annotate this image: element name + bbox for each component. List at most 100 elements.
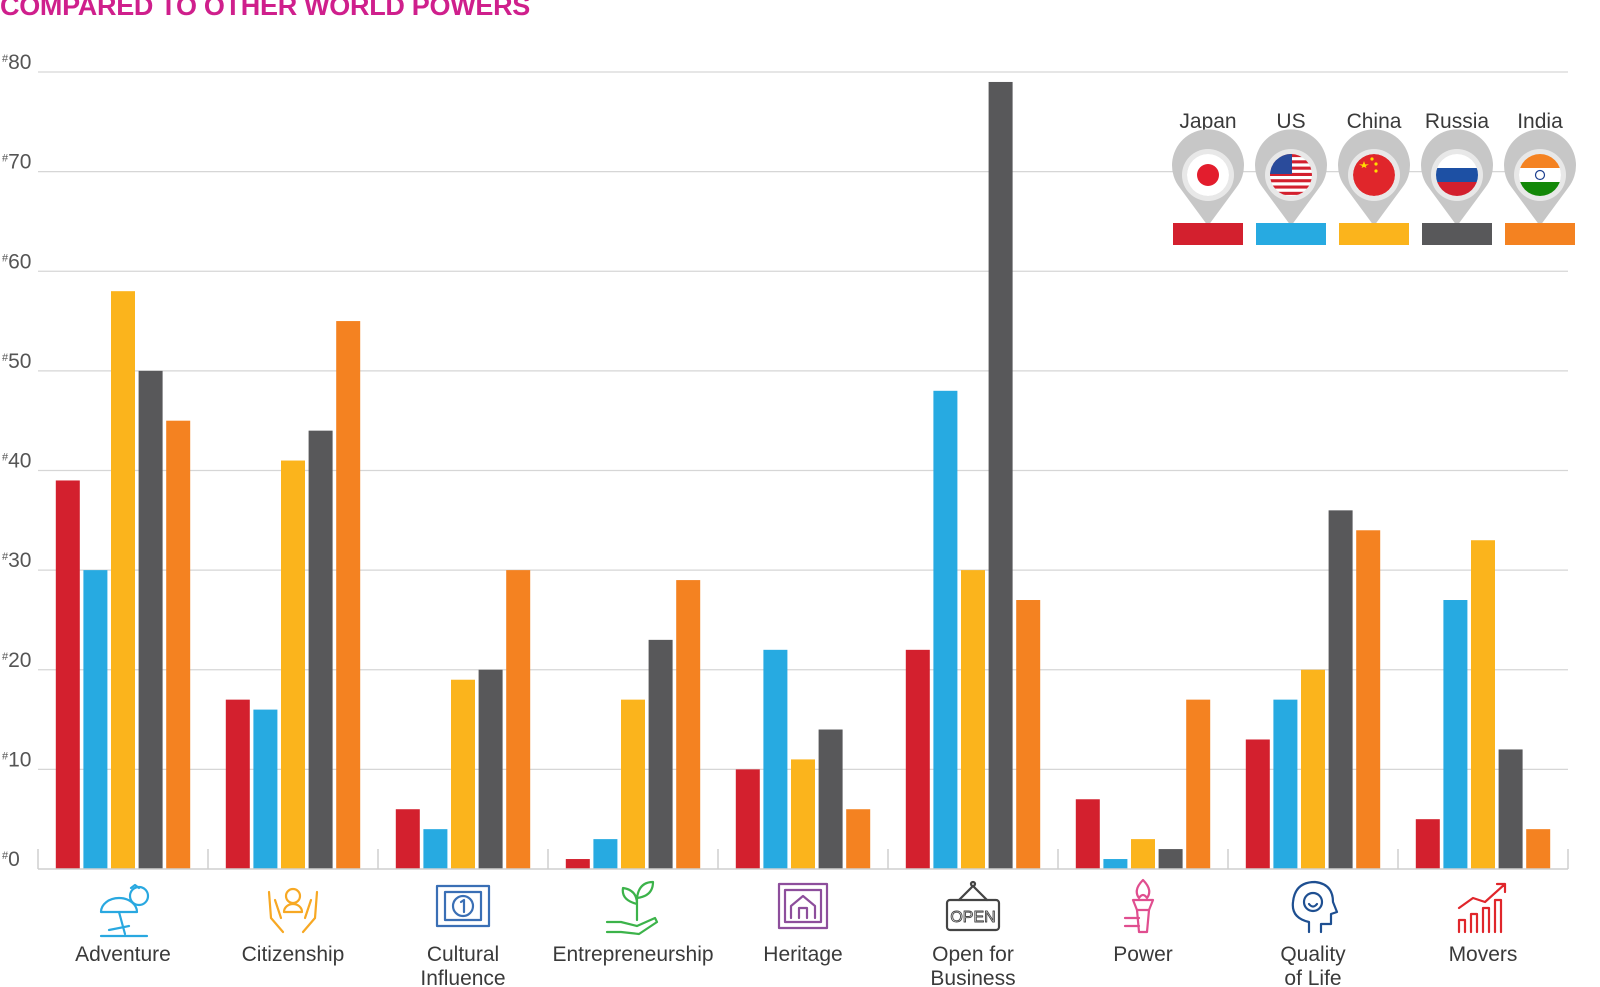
bar-us: [83, 570, 108, 869]
category-label: Quality of Life: [1280, 943, 1346, 987]
bar-india: [1356, 530, 1381, 869]
y-axis-labels: #0 #10 #20 #30 #40 #50 #60 #70 #80: [2, 51, 31, 871]
legend: Japan US China Russia India: [1172, 110, 1576, 245]
bar-japan: [395, 809, 420, 869]
bar-russia: [1158, 849, 1183, 869]
bar-india: [1186, 699, 1211, 869]
bar-us: [1103, 859, 1128, 869]
category-label: Cultural Influence: [420, 943, 505, 987]
x-axis: [37, 849, 1569, 870]
bar-us: [933, 390, 958, 869]
bar-japan: [1075, 799, 1100, 869]
bar-russia: [648, 639, 673, 869]
legend-label: US: [1276, 110, 1305, 133]
bar-japan: [55, 480, 80, 869]
y-tick-label: #60: [2, 250, 31, 273]
bar-india: [1526, 829, 1551, 869]
bar-us: [253, 709, 278, 869]
y-tick-label: #50: [2, 350, 31, 373]
torch-icon: [1123, 878, 1155, 934]
y-tick-label: #0: [2, 848, 20, 871]
bar-india: [846, 809, 871, 869]
bar-russia: [818, 729, 843, 869]
category-labels: Adventure Citizenship Cultural Influence Ent…: [75, 943, 1517, 987]
film-reel-icon: [435, 884, 491, 928]
bar-china: [1301, 669, 1325, 869]
legend-label: Japan: [1179, 110, 1236, 133]
bar-russia: [478, 669, 503, 869]
category-icons: OPEN: [99, 878, 1507, 938]
bar-japan: [225, 699, 250, 869]
category-label: Power: [1113, 943, 1173, 966]
monument-picture-icon: [777, 882, 829, 930]
category-label: Movers: [1449, 943, 1518, 966]
y-tick-label: #80: [2, 51, 31, 74]
japan-flag-icon: [1187, 154, 1229, 196]
bar-china: [281, 460, 305, 869]
y-tick-label: #20: [2, 649, 31, 672]
category-label: Citizenship: [242, 943, 345, 966]
china-flag-icon: [1353, 154, 1395, 196]
y-tick-label: #10: [2, 748, 31, 771]
bar-china: [621, 699, 645, 869]
bar-china: [791, 759, 815, 869]
bar-japan: [1245, 739, 1270, 869]
bar-china: [1131, 839, 1155, 869]
bar-us: [423, 829, 448, 869]
bar-russia: [138, 370, 163, 869]
category-label: Open for Business: [930, 943, 1015, 987]
bar-russia: [1498, 749, 1523, 869]
legend-swatch: [1256, 223, 1326, 245]
bar-russia: [308, 430, 333, 869]
legend-swatch: [1339, 223, 1409, 245]
growth-bars-icon: [1457, 882, 1507, 934]
bar-india: [506, 570, 531, 869]
bar-china: [111, 291, 135, 869]
bar-us: [763, 649, 788, 869]
bar-japan: [905, 649, 930, 869]
bar-china: [961, 570, 985, 869]
beach-icon: [99, 883, 150, 938]
legend-swatch: [1173, 223, 1243, 245]
bar-china: [451, 679, 475, 869]
smiling-head-icon: [1291, 880, 1339, 934]
legend-label: India: [1517, 110, 1563, 133]
bar-india: [1016, 600, 1041, 869]
hand-plant-icon: [605, 880, 659, 936]
legend-swatch: [1422, 223, 1492, 245]
bar-china: [1471, 540, 1495, 869]
bar-us: [593, 839, 618, 869]
us-flag-icon: [1270, 154, 1312, 196]
category-label: Heritage: [763, 943, 842, 966]
bar-india: [676, 580, 701, 869]
hands-person-icon: [267, 887, 319, 934]
bar-us: [1443, 600, 1468, 869]
legend-swatch: [1505, 223, 1575, 245]
legend-item-us: US: [1255, 110, 1327, 245]
bar-japan: [735, 769, 760, 869]
category-label: Adventure: [75, 943, 171, 966]
y-tick-label: #70: [2, 151, 31, 174]
bar-us: [1273, 699, 1298, 869]
russia-flag-icon: [1436, 154, 1478, 196]
y-tick-label: #30: [2, 549, 31, 572]
bar-japan: [1415, 819, 1440, 869]
bars: [55, 81, 1551, 869]
legend-item-china: China: [1338, 110, 1410, 245]
bar-india: [336, 321, 361, 869]
legend-item-russia: Russia: [1420, 110, 1494, 245]
open-sign-icon: OPEN: [945, 880, 1001, 932]
bar-japan: [565, 859, 590, 869]
y-tick-label: #40: [2, 450, 31, 473]
open-sign-text: OPEN: [950, 909, 995, 926]
category-label: Entrepreneurship: [552, 943, 713, 966]
legend-label: China: [1347, 110, 1402, 133]
legend-label: Russia: [1425, 110, 1490, 133]
legend-item-india: India: [1504, 110, 1576, 245]
chart-title: COMPARED TO OTHER WORLD POWERS: [0, 0, 530, 21]
bar-russia: [988, 81, 1013, 869]
legend-item-japan: Japan: [1172, 110, 1245, 245]
bar-india: [166, 420, 191, 869]
bar-russia: [1328, 510, 1353, 869]
